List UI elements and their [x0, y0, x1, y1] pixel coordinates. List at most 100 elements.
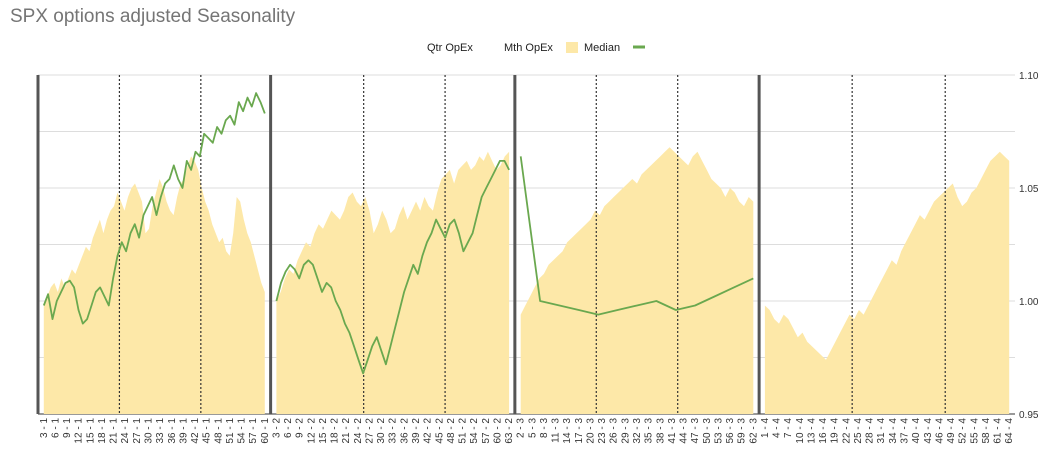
- x-tick-label: 54 - 2: [469, 418, 480, 444]
- x-tick-label: 57 - 1: [248, 418, 259, 444]
- x-tick-label: 58 - 4: [981, 418, 992, 444]
- x-tick-label: 1 - 4: [760, 418, 771, 438]
- x-tick-label: 53 - 3: [713, 418, 724, 444]
- x-tick-label: 9 - 2: [295, 418, 306, 438]
- x-tick-label: 35 - 3: [644, 418, 655, 444]
- x-tick-label: 44 - 3: [679, 418, 690, 444]
- x-tick-label: 33 - 1: [155, 418, 166, 444]
- x-tick-label: 46 - 4: [934, 418, 945, 444]
- x-tick-label: 24 - 2: [353, 418, 364, 444]
- x-tick-label: 3 - 2: [271, 418, 282, 438]
- x-tick-label: 21 - 2: [341, 418, 352, 444]
- x-tick-label: 14 - 3: [562, 418, 573, 444]
- median-area: [43, 147, 1010, 415]
- x-tick-label: 37 - 4: [900, 418, 911, 444]
- legend-swatch-median: [566, 42, 578, 53]
- x-tick-label: 13 - 4: [807, 418, 818, 444]
- x-tick-label: 23 - 3: [597, 418, 608, 444]
- line-segment-1: [42, 92, 266, 325]
- x-tick-label: 19 - 4: [830, 418, 841, 444]
- x-tick-label: 32 - 3: [632, 418, 643, 444]
- x-tick-label: 61 - 4: [993, 418, 1004, 444]
- median-area-segment-3: [520, 147, 754, 415]
- median-area-segment-4: [764, 151, 1010, 415]
- x-tick-label: 18 - 2: [330, 418, 341, 444]
- x-tick-label: 33 - 2: [388, 418, 399, 444]
- x-tick-label: 55 - 4: [969, 418, 980, 444]
- x-tick-label: 42 - 1: [190, 418, 201, 444]
- x-tick-label: 20 - 3: [586, 418, 597, 444]
- x-tick-label: 38 - 3: [655, 418, 666, 444]
- x-tick-label: 60 - 2: [492, 418, 503, 444]
- y-tick-label: 1.00: [1019, 297, 1039, 308]
- x-tick-label: 6 - 1: [50, 418, 61, 438]
- y-tick-label: 1.05: [1019, 184, 1039, 195]
- y-tick-label: 0.95: [1019, 410, 1039, 421]
- x-tick-label: 42 - 2: [423, 418, 434, 444]
- x-tick-label: 8 - 3: [539, 418, 550, 438]
- x-tick-label: 39 - 1: [178, 418, 189, 444]
- x-tick-label: 24 - 1: [120, 418, 131, 444]
- x-tick-label: 10 - 4: [795, 418, 806, 444]
- x-tick-label: 64 - 4: [1004, 418, 1015, 444]
- x-tick-label: 51 - 2: [458, 418, 469, 444]
- x-tick-label: 48 - 2: [446, 418, 457, 444]
- x-tick-label: 56 - 3: [725, 418, 736, 444]
- x-tick-label: 62 - 3: [748, 418, 759, 444]
- x-tick-label: 15 - 2: [318, 418, 329, 444]
- x-tick-label: 16 - 4: [818, 418, 829, 444]
- x-tick-label: 59 - 3: [737, 418, 748, 444]
- y-axis-ticks: 0.95 1.00 1.05 1.10: [1019, 71, 1039, 421]
- x-tick-label: 27 - 2: [365, 418, 376, 444]
- chart-title: SPX options adjusted Seasonality: [10, 6, 296, 27]
- seasonality-line: [42, 92, 754, 375]
- x-tick-label: 12 - 2: [306, 418, 317, 444]
- x-tick-label: 39 - 2: [411, 418, 422, 444]
- x-tick-label: 27 - 1: [132, 418, 143, 444]
- x-tick-label: 28 - 4: [865, 418, 876, 444]
- x-tick-label: 18 - 1: [97, 418, 108, 444]
- x-tick-label: 47 - 3: [690, 418, 701, 444]
- x-tick-label: 25 - 4: [853, 418, 864, 444]
- x-tick-label: 30 - 2: [376, 418, 387, 444]
- line-segment-2: [275, 159, 510, 375]
- x-tick-label: 48 - 1: [213, 418, 224, 444]
- x-tick-label: 40 - 4: [911, 418, 922, 444]
- x-tick-label: 22 - 4: [841, 418, 852, 444]
- x-tick-label: 45 - 2: [434, 418, 445, 444]
- line-segment-3: [519, 156, 754, 316]
- x-tick-label: 51 - 1: [225, 418, 236, 444]
- x-tick-label: 6 - 2: [283, 418, 294, 438]
- x-tick-label: 4 - 4: [772, 418, 783, 438]
- x-tick-label: 17 - 3: [574, 418, 585, 444]
- x-tick-label: 36 - 2: [399, 418, 410, 444]
- x-tick-label: 54 - 1: [237, 418, 248, 444]
- x-tick-label: 29 - 3: [620, 418, 631, 444]
- x-tick-label: 45 - 1: [202, 418, 213, 444]
- x-tick-label: 5 - 3: [527, 418, 538, 438]
- x-tick-label: 30 - 1: [144, 418, 155, 444]
- x-tick-label: 49 - 4: [946, 418, 957, 444]
- x-tick-label: 36 - 1: [167, 418, 178, 444]
- x-tick-label: 3 - 1: [39, 418, 50, 438]
- x-tick-label: 7 - 4: [783, 418, 794, 438]
- x-tick-label: 31 - 4: [876, 418, 887, 444]
- x-tick-label: 15 - 1: [85, 418, 96, 444]
- x-tick-label: 57 - 2: [481, 418, 492, 444]
- median-area-segment-1: [43, 156, 265, 414]
- x-tick-label: 2 - 3: [516, 418, 527, 438]
- x-tick-label: 43 - 4: [923, 418, 934, 444]
- legend-label-qtr-opex: Qtr OpEx: [427, 42, 473, 54]
- median-area-segment-2: [276, 151, 510, 415]
- x-tick-label: 34 - 4: [888, 418, 899, 444]
- x-tick-label: 12 - 1: [74, 418, 85, 444]
- x-tick-label: 60 - 1: [260, 418, 271, 444]
- legend: Qtr OpEx Mth OpEx Median: [427, 42, 645, 54]
- x-tick-label: 9 - 1: [62, 418, 73, 438]
- legend-label-median: Median: [584, 42, 620, 54]
- y-tick-label: 1.10: [1019, 71, 1039, 82]
- legend-label-mth-opex: Mth OpEx: [504, 42, 553, 54]
- x-tick-label: 41 - 3: [667, 418, 678, 444]
